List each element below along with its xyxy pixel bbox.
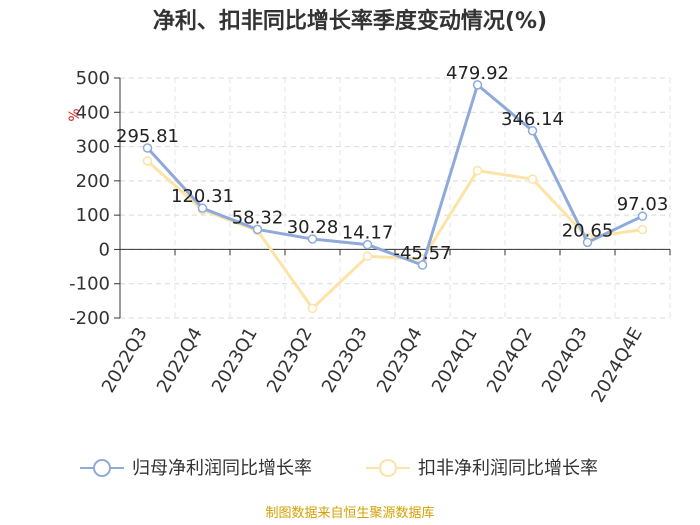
- series-1-point[interactable]: [252, 224, 263, 235]
- source-note: 制图数据来自恒生聚源数据库: [265, 505, 434, 521]
- y-tick-label: -200: [69, 308, 110, 329]
- legend-label-series-1: 归母净利润同比增长率: [132, 458, 312, 479]
- data-label: 120.31: [171, 186, 234, 207]
- series-2-point[interactable]: [527, 174, 538, 184]
- data-label: 14.17: [342, 223, 394, 244]
- y-tick-label: 100: [76, 205, 110, 226]
- series-2-point[interactable]: [637, 224, 648, 235]
- series-1-point[interactable]: [417, 260, 428, 270]
- legend: 归母净利润同比增长率 扣非净利润同比增长率: [80, 458, 598, 479]
- series-lines: [142, 80, 648, 314]
- series-1-point[interactable]: [197, 203, 208, 213]
- y-axis-unit: %: [67, 108, 83, 121]
- series-2-point[interactable]: [472, 165, 483, 176]
- series-1-point[interactable]: [582, 237, 593, 248]
- series-1-point[interactable]: [637, 211, 648, 221]
- x-tick-label: 2024Q1: [428, 324, 482, 396]
- data-label: 58.32: [232, 207, 284, 228]
- x-tick-label: 2023Q4: [373, 324, 427, 396]
- data-label: 479.92: [446, 63, 509, 84]
- x-tick-label: 2024Q4E: [587, 324, 647, 406]
- x-tick-label: 2022Q3: [98, 324, 152, 396]
- series-line-1: [146, 83, 644, 267]
- data-label: 295.81: [116, 126, 179, 147]
- series-1-point[interactable]: [362, 239, 373, 250]
- x-tick-label: 2024Q3: [538, 324, 592, 396]
- data-label: -45.57: [393, 243, 451, 264]
- x-tick-label: 2022Q4: [153, 324, 207, 396]
- series-2-point[interactable]: [362, 251, 373, 262]
- data-label: 20.65: [562, 220, 614, 241]
- x-tick-label: 2023Q2: [263, 324, 317, 396]
- x-tick-label: 2023Q3: [318, 324, 372, 396]
- series-2-point[interactable]: [307, 303, 318, 314]
- legend-label-series-2: 扣非净利润同比增长率: [418, 458, 598, 479]
- legend-marker-series-1: [93, 459, 111, 477]
- series-1-point[interactable]: [472, 80, 483, 90]
- y-tick-label: -100: [69, 274, 110, 295]
- series-1-point[interactable]: [307, 234, 318, 244]
- y-tick-label: 200: [76, 171, 110, 192]
- data-label: 346.14: [501, 109, 564, 130]
- data-label: 97.03: [617, 194, 669, 215]
- y-tick-label: 500: [76, 68, 110, 89]
- legend-item-series-1[interactable]: 归母净利润同比增长率: [80, 458, 312, 479]
- legend-marker-series-2: [379, 459, 397, 477]
- chart-title: 净利、扣非同比增长率季度变动情况(%): [153, 8, 547, 34]
- y-tick-label: 0: [99, 239, 110, 260]
- y-tick-label: 400: [76, 102, 110, 123]
- series-1-point[interactable]: [142, 143, 153, 153]
- x-tick-label: 2024Q2: [483, 324, 537, 396]
- series-1-point[interactable]: [527, 126, 538, 136]
- x-tick-label: 2023Q1: [208, 324, 262, 396]
- data-label: 30.28: [287, 217, 339, 238]
- series-2-point[interactable]: [142, 156, 153, 166]
- y-tick-label: 300: [76, 137, 110, 158]
- legend-item-series-2[interactable]: 扣非净利润同比增长率: [366, 458, 598, 479]
